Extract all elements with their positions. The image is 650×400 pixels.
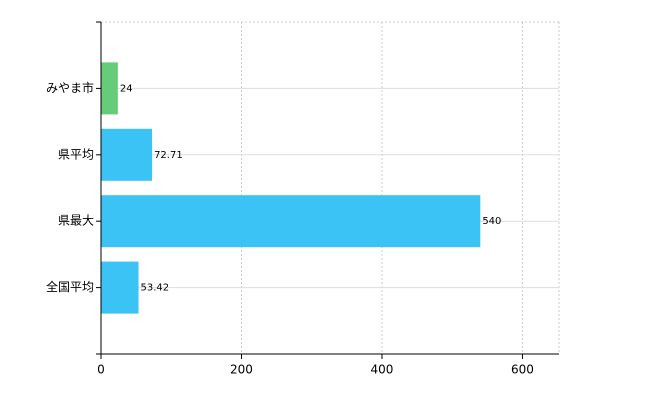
bar <box>101 195 481 248</box>
y-tick-label: 全国平均 <box>46 279 94 294</box>
x-tick-label: 0 <box>97 363 105 377</box>
x-tick-label: 600 <box>511 363 534 377</box>
bar <box>101 62 118 115</box>
value-label: 540 <box>482 216 501 227</box>
y-tick-label: みやま市 <box>46 80 94 95</box>
value-label: 24 <box>120 83 133 94</box>
x-tick-label: 200 <box>230 363 253 377</box>
value-label: 53.42 <box>141 283 170 294</box>
y-tick-label: 県最大 <box>58 214 94 228</box>
y-tick-label: 県平均 <box>58 147 94 161</box>
x-tick-label: 400 <box>371 363 394 377</box>
bar <box>101 261 139 314</box>
bar <box>101 128 153 181</box>
value-label: 72.71 <box>154 150 183 161</box>
